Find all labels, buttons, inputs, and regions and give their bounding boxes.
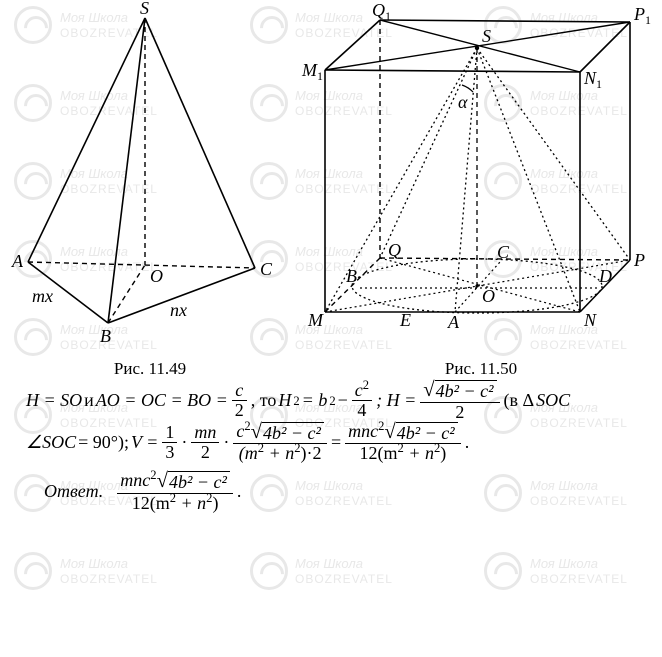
figure-11-49: S A B C O mx nx Рис. 11.49 bbox=[0, 0, 300, 380]
label-M: M bbox=[307, 310, 324, 330]
label-N: N bbox=[583, 310, 597, 330]
math-line-1: H = SO и AO = OC = BO = c 2 , то H2 = b2… bbox=[26, 380, 642, 422]
label-B: B bbox=[346, 266, 357, 286]
label-A: A bbox=[447, 312, 460, 332]
frac-c2-4: c2 4 bbox=[352, 381, 372, 420]
figure-11-50: Q1 P1 M1 N1 S α Q P M N B C E A D O Рис.… bbox=[300, 0, 662, 380]
label-O: O bbox=[482, 286, 495, 306]
label-M1: M1 bbox=[301, 60, 323, 83]
pyramid-diagram: S A B C O mx nx bbox=[0, 0, 300, 350]
math-derivation: H = SO и AO = OC = BO = c 2 , то H2 = b2… bbox=[0, 380, 662, 513]
label-C: C bbox=[260, 259, 273, 279]
label-S: S bbox=[482, 26, 491, 46]
label-Q: Q bbox=[388, 240, 401, 260]
label-alpha: α bbox=[458, 92, 468, 112]
label-D: D bbox=[598, 266, 612, 286]
label-E: E bbox=[399, 310, 411, 330]
label-P: P bbox=[633, 250, 645, 270]
frac-sqrt-2: √4b² − c² 2 bbox=[420, 380, 499, 422]
label-N1: N1 bbox=[583, 68, 602, 91]
label-S: S bbox=[140, 0, 149, 18]
label-nx: nx bbox=[170, 300, 187, 320]
label-Q1: Q1 bbox=[372, 0, 391, 23]
label-P1: P1 bbox=[633, 4, 651, 27]
label-C: C bbox=[497, 242, 510, 262]
caption-left: Рис. 11.49 bbox=[0, 359, 300, 379]
label-mx: mx bbox=[32, 286, 53, 306]
cube-diagram: Q1 P1 M1 N1 S α Q P M N B C E A D O bbox=[300, 0, 662, 350]
math-line-3: Ответ. mnc2√4b² − c² 12(m2 + n2) . bbox=[26, 471, 642, 513]
label-B: B bbox=[100, 326, 111, 346]
answer-fraction: mnc2√4b² − c² 12(m2 + n2) bbox=[117, 471, 233, 513]
frac-c-2: c 2 bbox=[232, 381, 247, 420]
label-O: O bbox=[150, 266, 163, 286]
caption-right: Рис. 11.50 bbox=[300, 359, 662, 379]
answer-label: Ответ. bbox=[44, 472, 103, 512]
label-A: A bbox=[11, 251, 24, 271]
math-line-2: ∠SOC = 90°); V = 13 · mn2 · c2√4b² − c² … bbox=[26, 422, 642, 464]
